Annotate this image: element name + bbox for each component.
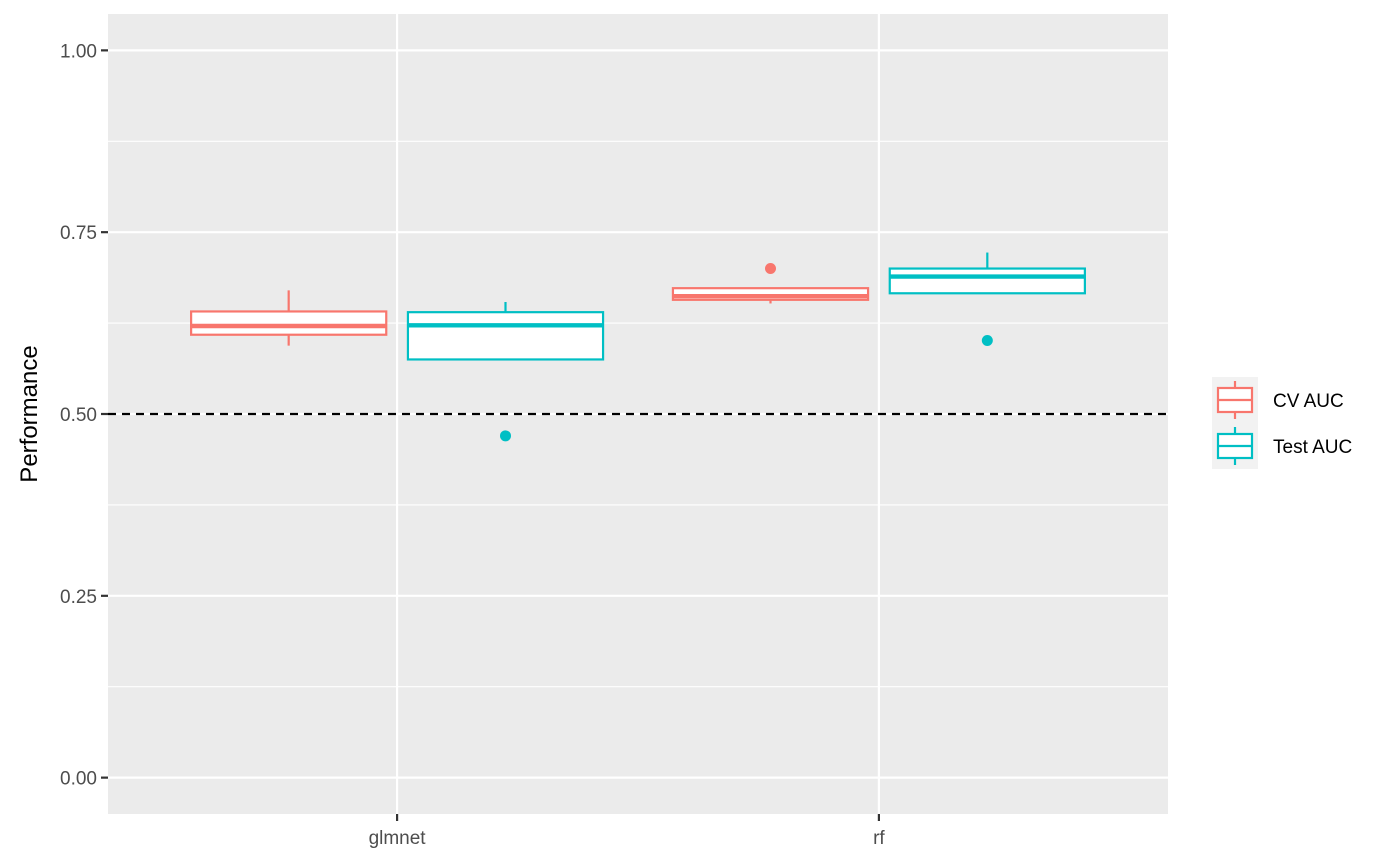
y-tick-label: 0.50 — [60, 405, 97, 426]
legend-item-test-auc: Test AUC — [1216, 427, 1352, 465]
y-axis: 0.00 0.25 0.50 0.75 1.00 — [60, 41, 108, 790]
boxes-layer — [190, 252, 1086, 442]
legend-item-cv-auc: CV AUC — [1216, 381, 1344, 419]
box-body — [406, 311, 605, 361]
box-cv-auc-glmnet — [190, 290, 388, 346]
y-tick-label: 0.00 — [60, 769, 97, 790]
legend-label: CV AUC — [1273, 391, 1344, 412]
legend-label: Test AUC — [1273, 437, 1352, 458]
legend: CV AUC Test AUC — [1212, 377, 1352, 469]
x-tick-label: glmnet — [369, 828, 427, 849]
y-tick-label: 0.25 — [60, 587, 97, 608]
box-outlier-point — [500, 430, 511, 442]
y-axis-title: Performance — [16, 345, 43, 482]
y-tick-label: 0.75 — [60, 223, 97, 244]
box-test-auc-glmnet — [406, 302, 605, 442]
box-test-auc-rf — [888, 252, 1086, 347]
box-body — [888, 267, 1086, 295]
box-cv-auc-rf — [671, 263, 870, 304]
x-tick-label: rf — [873, 828, 885, 849]
y-tick-label: 1.00 — [60, 41, 97, 62]
x-axis: glmnet rf — [369, 814, 885, 849]
box-body — [190, 310, 388, 336]
box-outlier-point — [765, 263, 776, 275]
box-outlier-point — [981, 335, 993, 347]
